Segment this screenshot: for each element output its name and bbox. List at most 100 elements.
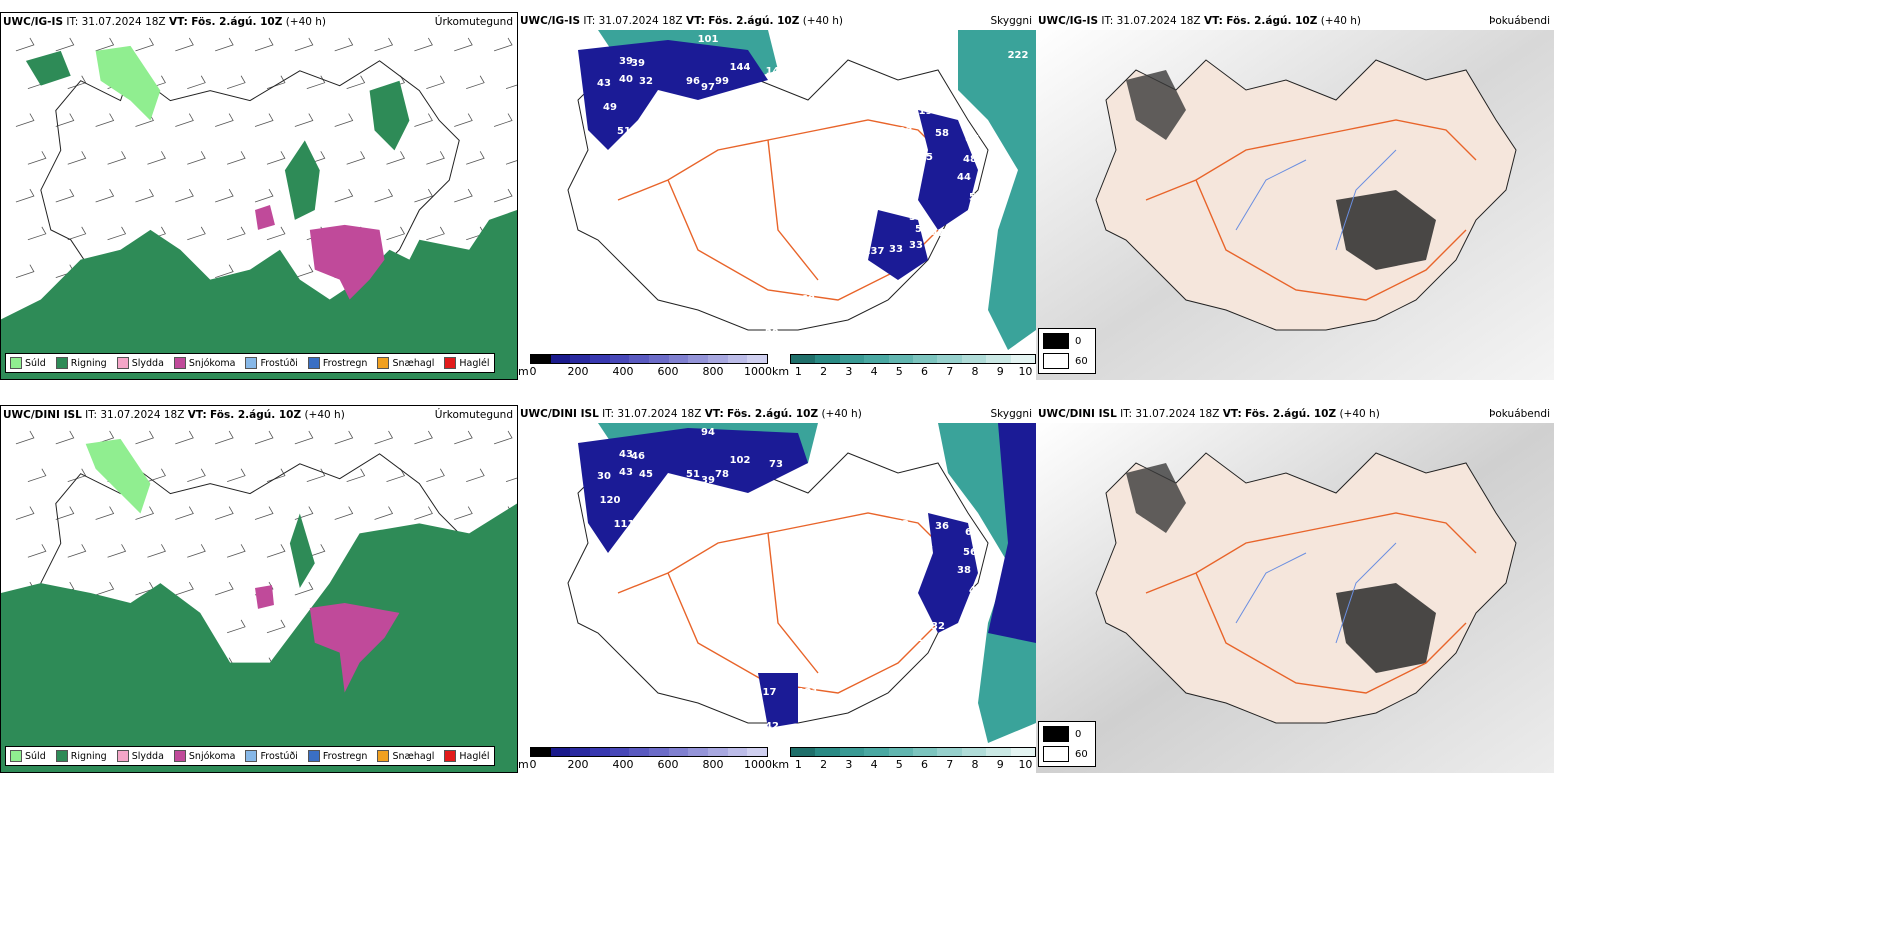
wind-barb [346,75,366,90]
it-value: 31.07.2024 18Z [81,16,166,28]
wind-barb [454,113,473,127]
wind-barb [226,226,246,241]
wind-barb [454,188,473,203]
wind-barb [334,37,354,52]
wind-barb [505,160,517,165]
legend-item: Rigning [55,357,107,369]
cloud-base-label: 101 [698,34,719,45]
cloud-base-label: 43 [619,449,633,460]
colorbar-tick-label: 800 [702,758,724,771]
wind-barb [175,506,194,520]
colorbar-step [747,355,768,363]
wind-barb [374,188,394,203]
wind-barb [294,430,314,445]
roads [1145,512,1477,694]
colorbar-tick-label: 2 [820,758,828,771]
legend-swatch [55,750,68,762]
wind-barb [254,430,274,445]
colorbar-tick-label: 400 [612,758,634,771]
cloud-base-label: 58 [935,128,949,139]
low-cloud-e [918,513,978,633]
lead-time: (+40 h) [1320,15,1362,27]
panel-header: UWC/DINI ISL IT: 31.07.2024 18Z VT: Fös.… [3,408,515,422]
legend-item: Snjókoma [173,750,235,762]
rain-area [1,209,517,379]
wind-barb [15,430,35,445]
colorbar-step [864,748,889,756]
colorbar-tick-label: 400 [612,365,634,378]
colorbar-step [961,748,987,756]
colorbar-step [609,748,630,756]
snow-area-small [255,205,275,230]
cloud-base-label: 24 [869,677,883,688]
cloud-panel-bottom: UWC/DINI ISL IT: 31.07.2024 18Z VT: Fös.… [518,405,1036,773]
wind-barb [55,37,75,52]
cloud-base-label: 40 [969,585,983,596]
colorbar-tick-label: 7 [946,365,954,378]
cloud-base-label: 73 [769,459,783,470]
precip-map-bottom [1,424,517,772]
legend-label: Haglél [459,750,490,762]
wind-barb [386,226,406,241]
cloud-base-label: 33 [651,543,665,554]
wind-barb [215,581,234,596]
wind-barb [27,151,47,165]
cloud-base-label: 38 [829,645,843,656]
cloud-base-label: 29 [765,328,779,339]
cloud-base-label: 62 [813,607,827,618]
colorbar-step [550,355,571,363]
cloud-colorbar: m 0 200 400 600 800 1000 [518,352,772,380]
wind-barb [95,37,115,52]
cloud-base-label: 97 [701,82,715,93]
precip-map-top [1,31,517,379]
colorbar-step [727,355,748,363]
model-name: UWC/IG-IS [3,16,64,28]
wind-barb [454,430,473,445]
legend-swatch [245,750,258,762]
cloud-base-label: 113 [626,531,647,542]
vt-value: Fös. 2.ágú. 10Z [708,15,800,27]
cloud-base-label: 75 [629,138,643,149]
panel-header: UWC/IG-IS IT: 31.07.2024 18Z VT: Fös. 2.… [3,15,515,29]
lead-time: (+40 h) [821,408,862,420]
wind-barb [187,75,206,90]
wind-barb [215,430,234,445]
colorbar-step [727,748,748,756]
snow-area [309,602,400,693]
cloud-base-label: 43 [597,78,611,89]
cloud-base-label: 43 [619,467,633,478]
cloud-base-label: 47 [919,545,933,556]
roads [1145,119,1477,301]
colorbar-step [937,355,962,363]
fog-map-svg [1036,30,1554,380]
cloud-base-label: 222 [1008,50,1029,61]
colorbar-tick-label: 1000 [744,365,772,378]
wind-barb [226,75,246,90]
wind-barb [294,506,314,520]
legend-item: Snjókoma [173,357,235,369]
cloud-base-label: 42 [765,721,779,732]
cloud-base-label: 40 [667,104,681,115]
cloud-base-label: 51 [617,126,631,137]
fog-dark-se [1336,583,1436,673]
colorbar-tick-label: 5 [895,365,903,378]
wind-barb [175,113,194,127]
colorbar-tick-label: 9 [996,365,1004,378]
vt-value: Fös. 2.ágú. 10Z [191,16,283,28]
wind-barb [334,430,354,445]
wind-barb [414,430,433,445]
wind-barb [147,544,166,558]
colorbar-tick-label: 10 [1018,758,1033,771]
cloud-colorbar-strip [530,354,768,364]
wind-barb [505,477,517,483]
cloud-base-label: 120 [600,495,621,506]
colorbar-tick-label: 9 [996,758,1004,771]
cloud-base-label: 39 [631,58,645,69]
wind-barb [374,37,394,52]
legend-item: Frostregn [307,357,367,369]
legend-swatch [444,750,457,762]
cloud-colorbar-strip [530,747,768,757]
colorbar-step [609,355,630,363]
lead-time: (+40 h) [1339,408,1380,420]
